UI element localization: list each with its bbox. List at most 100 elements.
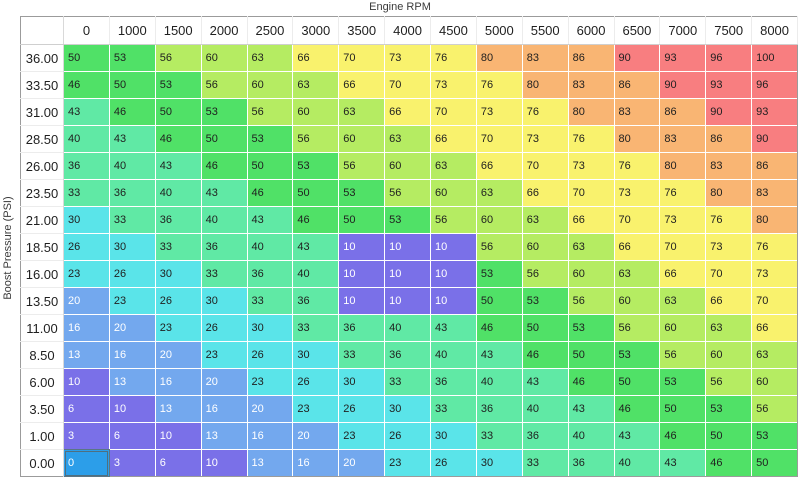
boost-row-header-31.00[interactable]: 31.00 [20,98,64,126]
boost-row-header-23.50[interactable]: 23.50 [20,179,64,207]
map-cell-rpm8000-psi31.00[interactable]: 93 [751,98,798,126]
map-cell-rpm1500-psi31.00[interactable]: 50 [154,98,202,126]
map-cell-rpm4500-psi13.50[interactable]: 10 [430,287,477,315]
map-cell-rpm3500-psi28.50[interactable]: 60 [338,125,386,153]
rpm-column-header-2500[interactable]: 2500 [247,16,294,45]
map-cell-rpm7000-psi11.00[interactable]: 60 [659,314,707,342]
map-cell-rpm2500-psi1.00[interactable]: 16 [246,422,294,450]
map-cell-rpm8000-psi21.00[interactable]: 80 [751,206,798,234]
map-cell-rpm0-psi26.00[interactable]: 36 [63,152,110,180]
map-cell-rpm8000-psi8.50[interactable]: 63 [751,341,798,369]
map-cell-rpm1000-psi36.00[interactable]: 53 [108,44,156,72]
map-cell-rpm3000-psi33.50[interactable]: 63 [292,71,340,99]
map-cell-rpm3000-psi26.00[interactable]: 53 [292,152,340,180]
map-cell-rpm5500-psi26.00[interactable]: 70 [521,152,569,180]
boost-row-header-26.00[interactable]: 26.00 [20,152,64,180]
map-cell-rpm5000-psi23.50[interactable]: 63 [475,179,523,207]
map-cell-rpm4500-psi36.00[interactable]: 76 [430,44,477,72]
map-cell-rpm4000-psi0.00[interactable]: 23 [384,449,431,477]
map-cell-rpm7000-psi0.00[interactable]: 43 [659,449,707,477]
map-cell-rpm5500-psi1.00[interactable]: 36 [521,422,569,450]
map-cell-rpm3500-psi3.50[interactable]: 26 [338,395,386,423]
map-cell-rpm4500-psi18.50[interactable]: 10 [430,233,477,261]
map-cell-rpm1000-psi26.00[interactable]: 40 [108,152,156,180]
map-cell-rpm2500-psi3.50[interactable]: 20 [246,395,294,423]
map-cell-rpm5500-psi18.50[interactable]: 60 [521,233,569,261]
map-cell-rpm1500-psi13.50[interactable]: 26 [154,287,202,315]
map-cell-rpm7500-psi11.00[interactable]: 63 [705,314,753,342]
map-cell-rpm5500-psi6.00[interactable]: 43 [521,368,569,396]
map-cell-rpm1500-psi3.50[interactable]: 13 [154,395,202,423]
map-cell-rpm5500-psi3.50[interactable]: 40 [521,395,569,423]
map-cell-rpm6000-psi23.50[interactable]: 70 [567,179,615,207]
map-cell-rpm6000-psi11.00[interactable]: 53 [567,314,615,342]
map-cell-rpm7500-psi16.00[interactable]: 70 [705,260,753,288]
rpm-column-header-1000[interactable]: 1000 [109,16,156,45]
map-cell-rpm8000-psi3.50[interactable]: 56 [751,395,798,423]
rpm-column-header-3500[interactable]: 3500 [338,16,386,45]
map-cell-rpm4500-psi8.50[interactable]: 40 [430,341,477,369]
map-cell-rpm6500-psi6.00[interactable]: 50 [613,368,661,396]
map-cell-rpm1500-psi21.00[interactable]: 36 [154,206,202,234]
map-cell-rpm3000-psi21.00[interactable]: 46 [292,206,340,234]
map-cell-rpm3500-psi0.00[interactable]: 20 [338,449,386,477]
map-cell-rpm6500-psi3.50[interactable]: 46 [613,395,661,423]
map-cell-rpm2000-psi33.50[interactable]: 56 [200,71,248,99]
map-cell-rpm6500-psi33.50[interactable]: 86 [613,71,661,99]
map-cell-rpm7000-psi23.50[interactable]: 76 [659,179,707,207]
map-cell-rpm6000-psi18.50[interactable]: 63 [567,233,615,261]
map-cell-rpm4500-psi6.00[interactable]: 36 [430,368,477,396]
map-cell-rpm6500-psi28.50[interactable]: 80 [613,125,661,153]
map-cell-rpm1500-psi1.00[interactable]: 10 [154,422,202,450]
map-cell-rpm0-psi31.00[interactable]: 43 [63,98,110,126]
map-cell-rpm7000-psi16.00[interactable]: 66 [659,260,707,288]
map-cell-rpm7000-psi6.00[interactable]: 53 [659,368,707,396]
map-cell-rpm6000-psi26.00[interactable]: 73 [567,152,615,180]
map-cell-rpm1000-psi16.00[interactable]: 26 [108,260,156,288]
boost-row-header-8.50[interactable]: 8.50 [20,341,64,369]
map-cell-rpm7000-psi31.00[interactable]: 86 [659,98,707,126]
map-cell-rpm2500-psi8.50[interactable]: 26 [246,341,294,369]
map-cell-rpm7500-psi36.00[interactable]: 96 [705,44,753,72]
map-cell-rpm5500-psi8.50[interactable]: 46 [521,341,569,369]
map-cell-rpm6500-psi18.50[interactable]: 66 [613,233,661,261]
map-cell-rpm8000-psi26.00[interactable]: 86 [751,152,798,180]
map-cell-rpm2000-psi0.00[interactable]: 10 [200,449,248,477]
map-cell-rpm5500-psi33.50[interactable]: 80 [521,71,569,99]
map-cell-rpm0-psi18.50[interactable]: 26 [63,233,110,261]
map-cell-rpm4500-psi3.50[interactable]: 33 [430,395,477,423]
map-cell-rpm1000-psi6.00[interactable]: 13 [108,368,156,396]
map-cell-rpm1000-psi18.50[interactable]: 30 [108,233,156,261]
boost-row-header-6.00[interactable]: 6.00 [20,368,64,396]
map-cell-rpm3000-psi3.50[interactable]: 23 [292,395,340,423]
map-cell-rpm3500-psi33.50[interactable]: 66 [338,71,386,99]
boost-row-header-0.00[interactable]: 0.00 [20,449,64,477]
map-cell-rpm4000-psi3.50[interactable]: 30 [384,395,431,423]
map-cell-rpm3500-psi26.00[interactable]: 56 [338,152,386,180]
map-cell-rpm2000-psi36.00[interactable]: 60 [200,44,248,72]
map-cell-rpm2500-psi18.50[interactable]: 40 [246,233,294,261]
map-cell-rpm5500-psi28.50[interactable]: 73 [521,125,569,153]
map-cell-rpm2500-psi6.00[interactable]: 23 [246,368,294,396]
boost-row-header-36.00[interactable]: 36.00 [20,44,64,72]
rpm-column-header-7500[interactable]: 7500 [705,16,753,45]
map-cell-rpm4000-psi28.50[interactable]: 63 [384,125,431,153]
map-cell-rpm8000-psi1.00[interactable]: 53 [751,422,798,450]
map-cell-rpm4000-psi16.00[interactable]: 10 [384,260,431,288]
map-cell-rpm1000-psi21.00[interactable]: 33 [108,206,156,234]
map-cell-rpm7000-psi21.00[interactable]: 73 [659,206,707,234]
map-cell-rpm8000-psi11.00[interactable]: 66 [751,314,798,342]
map-cell-rpm0-psi6.00[interactable]: 10 [63,368,110,396]
map-cell-rpm1000-psi23.50[interactable]: 36 [108,179,156,207]
map-cell-rpm7500-psi1.00[interactable]: 50 [705,422,753,450]
map-cell-rpm2500-psi11.00[interactable]: 30 [246,314,294,342]
map-cell-rpm4000-psi26.00[interactable]: 60 [384,152,431,180]
map-cell-rpm3500-psi36.00[interactable]: 70 [338,44,386,72]
map-cell-rpm0-psi1.00[interactable]: 3 [63,422,110,450]
map-cell-rpm8000-psi13.50[interactable]: 70 [751,287,798,315]
map-cell-rpm6500-psi36.00[interactable]: 90 [613,44,661,72]
map-cell-rpm5500-psi36.00[interactable]: 83 [521,44,569,72]
map-cell-rpm6500-psi13.50[interactable]: 60 [613,287,661,315]
map-cell-rpm7000-psi18.50[interactable]: 70 [659,233,707,261]
boost-row-header-21.00[interactable]: 21.00 [20,206,64,234]
